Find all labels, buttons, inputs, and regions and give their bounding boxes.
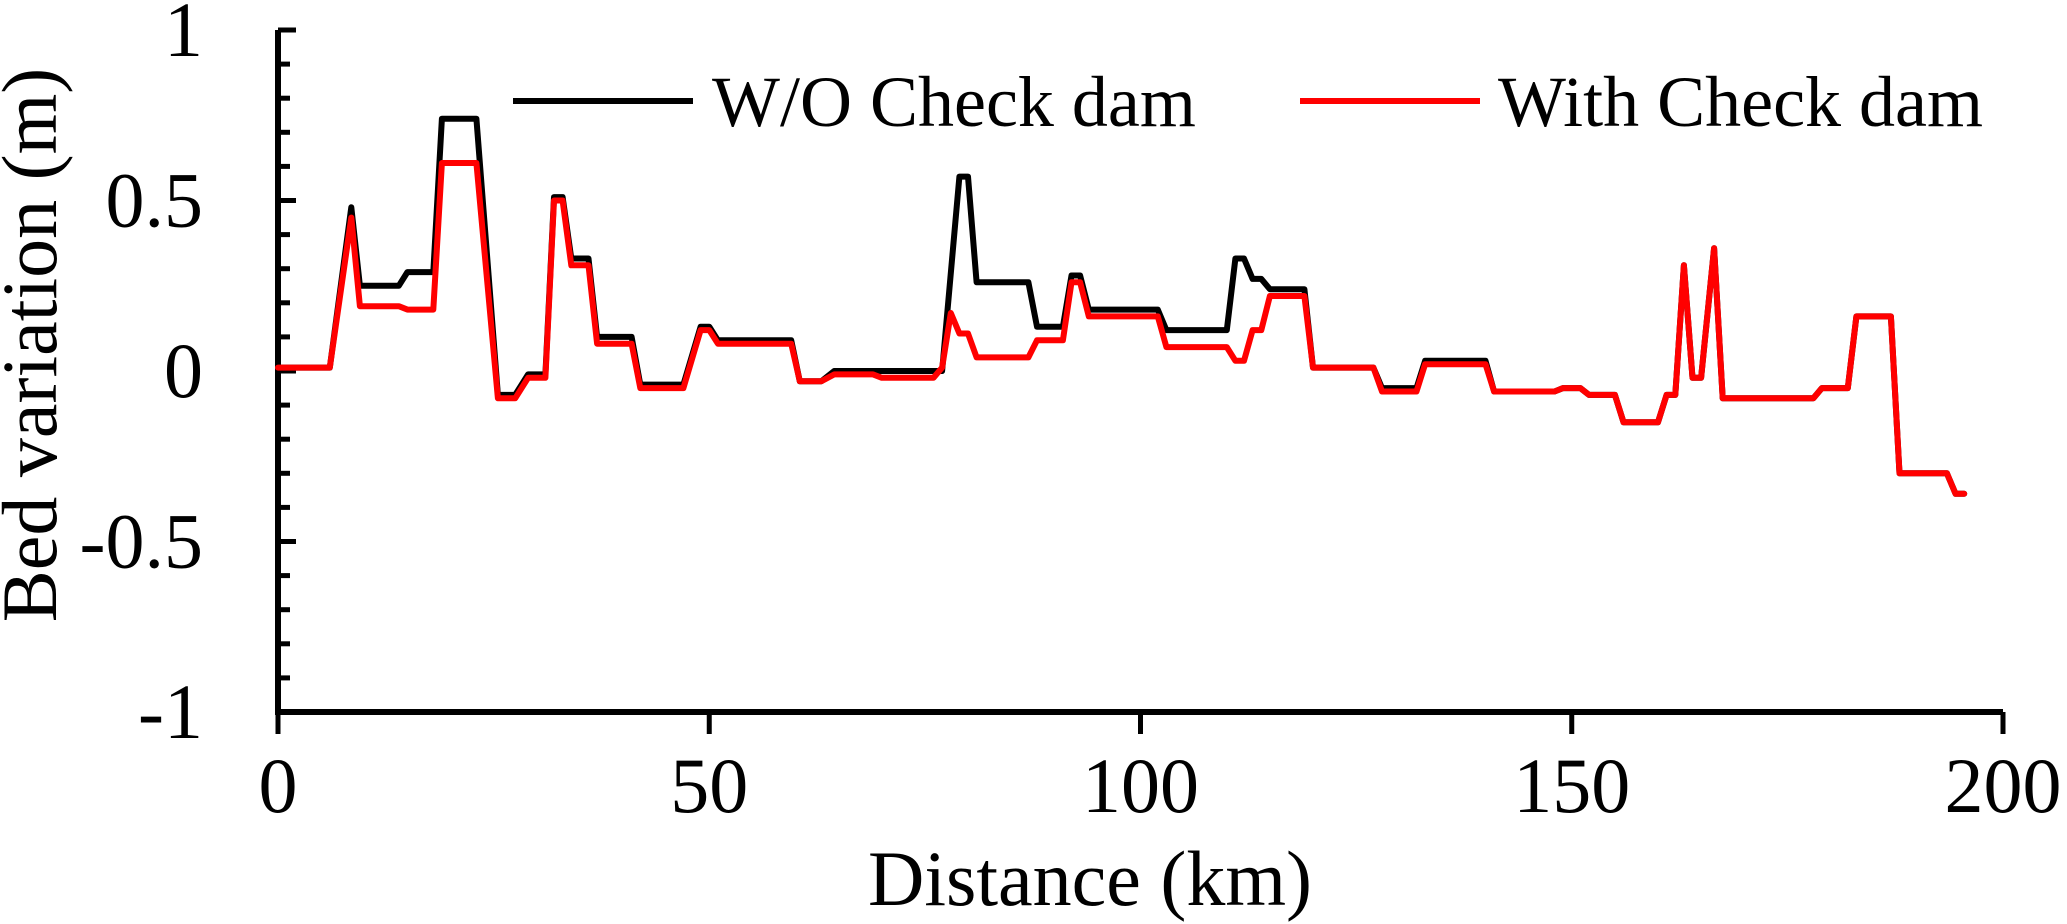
y-tick-label: -0.5: [80, 498, 203, 585]
y-tick-label: -1: [138, 668, 203, 755]
y-tick-label: 0.5: [106, 157, 204, 244]
x-axis-ticks: 0 50 100 150 200: [259, 712, 2062, 829]
legend-label-with-check-dam: With Check dam: [1498, 62, 1983, 142]
axes: 1 0.5 0 -0.5 -1 0 50 100 150 200: [80, 0, 2062, 829]
legend: W/O Check dam With Check dam: [513, 62, 1983, 142]
y-tick-label: 1: [164, 0, 203, 73]
series-line-with-check-dam: [275, 160, 1968, 497]
y-axis-ticks: 1 0.5 0 -0.5 -1: [80, 0, 296, 755]
x-axis-label: Distance (km): [868, 835, 1312, 922]
x-tick-label: 0: [259, 742, 298, 829]
x-tick-label: 150: [1513, 742, 1630, 829]
y-tick-label: 0: [164, 327, 203, 414]
x-tick-label: 50: [670, 742, 748, 829]
y-axis-label: Bed variation (m): [0, 68, 73, 623]
series-lines: [275, 115, 1968, 497]
x-tick-label: 100: [1082, 742, 1199, 829]
x-tick-label: 200: [1945, 742, 2062, 829]
legend-label-wo-check-dam: W/O Check dam: [712, 62, 1196, 142]
